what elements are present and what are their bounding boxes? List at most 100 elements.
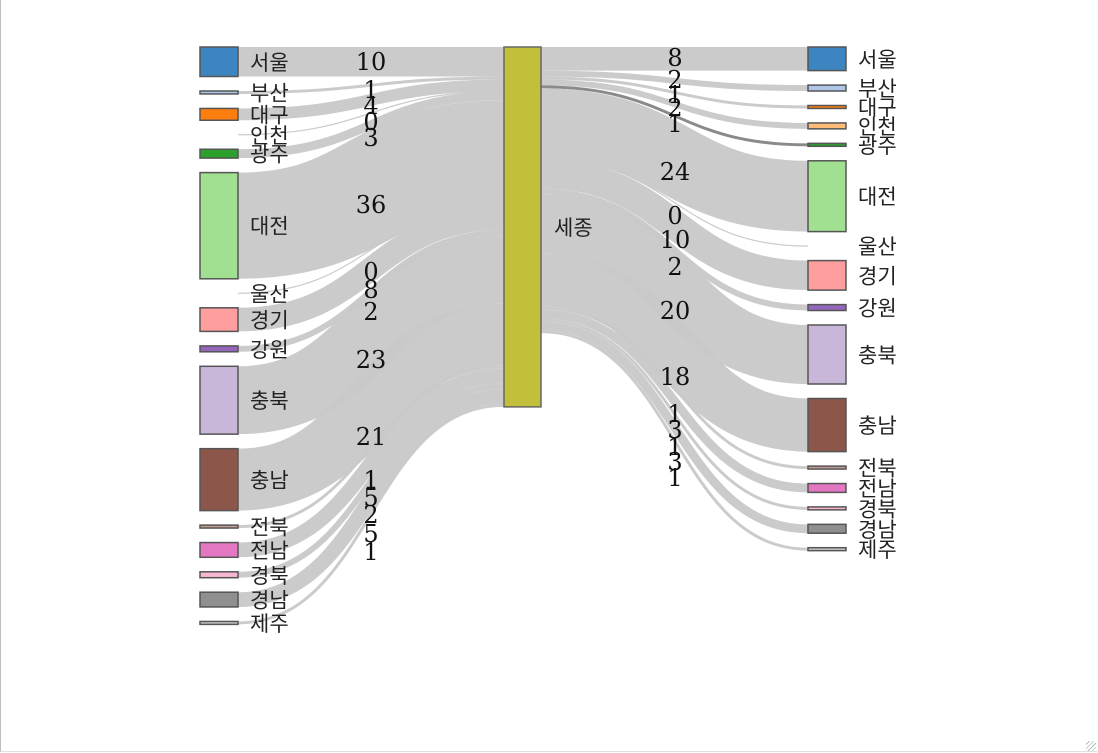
resize-grip[interactable]	[1086, 741, 1096, 751]
target-node-5[interactable]	[807, 160, 847, 233]
target-node-1[interactable]	[807, 84, 847, 92]
target-label-5: 대전	[858, 185, 897, 209]
source-value-7: 8	[363, 276, 378, 304]
source-value-0: 10	[356, 48, 387, 76]
source-value-1: 1	[363, 76, 378, 104]
target-value-7: 10	[660, 226, 691, 254]
link-out-14[interactable]	[540, 321, 809, 534]
link-out-5[interactable]	[540, 88, 809, 232]
target-label-10: 충남	[858, 414, 897, 438]
target-value-8: 2	[667, 253, 682, 281]
source-label-13: 경북	[250, 564, 289, 588]
target-label-15: 제주	[858, 538, 897, 562]
target-value-6: 0	[667, 202, 682, 230]
link-out-11[interactable]	[540, 306, 809, 470]
link-in-14[interactable]	[237, 389, 505, 607]
link-out-10[interactable]	[539, 253, 810, 452]
target-value-10: 18	[660, 363, 691, 391]
target-node-12[interactable]	[807, 482, 847, 494]
source-label-10: 충남	[250, 469, 289, 493]
source-label-8: 강원	[250, 338, 289, 362]
link-out-13[interactable]	[540, 318, 809, 510]
source-node-10[interactable]	[199, 447, 239, 512]
source-value-4: 3	[363, 124, 378, 152]
link-out-2[interactable]	[540, 76, 809, 109]
target-node-10[interactable]	[807, 397, 847, 453]
link-in-11[interactable]	[237, 365, 505, 529]
target-node-13[interactable]	[807, 506, 847, 511]
source-value-3: 0	[363, 108, 378, 136]
target-node-15[interactable]	[807, 546, 847, 552]
target-label-11: 전북	[858, 457, 897, 481]
target-value-5: 24	[660, 158, 691, 186]
source-node-13[interactable]	[199, 571, 239, 579]
link-out-6[interactable]	[540, 158, 809, 247]
target-label-14: 경남	[858, 518, 897, 542]
source-node-14[interactable]	[199, 591, 239, 608]
link-in-2[interactable]	[237, 79, 505, 121]
source-node-2[interactable]	[199, 107, 239, 121]
source-label-11: 전북	[250, 516, 289, 540]
target-node-8[interactable]	[807, 303, 847, 312]
link-out-3[interactable]	[540, 79, 809, 129]
link-in-6[interactable]	[237, 205, 505, 294]
link-in-12[interactable]	[237, 368, 505, 558]
source-node-1[interactable]	[199, 90, 239, 95]
target-value-12: 3	[667, 416, 682, 444]
link-out-4[interactable]	[540, 85, 809, 147]
link-out-15[interactable]	[540, 330, 809, 551]
target-node-11[interactable]	[807, 465, 847, 470]
target-label-12: 전남	[858, 477, 897, 501]
target-node-0[interactable]	[807, 46, 847, 72]
target-value-14: 3	[667, 448, 682, 476]
target-node-4[interactable]	[807, 142, 847, 148]
target-value-13: 1	[667, 433, 682, 461]
source-node-7[interactable]	[199, 307, 239, 333]
source-label-15: 제주	[250, 612, 289, 636]
target-node-9[interactable]	[807, 324, 847, 385]
link-in-10[interactable]	[236, 303, 506, 511]
source-node-0[interactable]	[199, 46, 239, 78]
source-label-0: 서울	[250, 51, 289, 75]
target-node-3[interactable]	[807, 122, 847, 130]
source-node-5[interactable]	[199, 171, 239, 280]
source-value-12: 5	[363, 484, 378, 512]
link-in-3[interactable]	[237, 90, 505, 136]
link-in-5[interactable]	[236, 100, 506, 279]
source-label-3: 인천	[250, 124, 289, 148]
source-node-12[interactable]	[199, 541, 239, 559]
link-in-7[interactable]	[237, 206, 505, 332]
target-label-4: 광주	[858, 134, 897, 158]
target-node-7[interactable]	[807, 259, 847, 291]
link-in-13[interactable]	[237, 383, 505, 578]
target-label-6: 울산	[858, 235, 897, 259]
source-value-8: 2	[363, 298, 378, 326]
link-out-7[interactable]	[540, 159, 809, 291]
link-in-9[interactable]	[236, 235, 506, 435]
link-out-1[interactable]	[540, 70, 809, 91]
source-node-9[interactable]	[199, 365, 239, 435]
source-label-4: 광주	[250, 143, 289, 167]
target-label-2: 대구	[858, 96, 897, 120]
labels: 서울부산대구인천광주대전울산경기강원충북충남전북전남경북경남제주세종서울부산대구…	[250, 44, 897, 636]
target-value-9: 20	[660, 297, 691, 325]
link-in-1[interactable]	[237, 76, 505, 94]
source-label-1: 부산	[250, 81, 289, 105]
center-node[interactable]	[503, 46, 542, 408]
source-label-2: 대구	[250, 103, 289, 127]
source-node-4[interactable]	[199, 148, 239, 159]
link-in-4[interactable]	[237, 91, 505, 159]
link-out-9[interactable]	[539, 194, 810, 384]
target-node-14[interactable]	[807, 523, 847, 534]
source-value-5: 36	[356, 191, 387, 219]
target-node-2[interactable]	[807, 104, 847, 110]
target-value-0: 8	[667, 44, 682, 72]
source-label-7: 경기	[250, 309, 289, 333]
source-node-11[interactable]	[199, 524, 239, 529]
target-value-1: 2	[667, 66, 682, 94]
source-node-15[interactable]	[199, 620, 239, 626]
link-out-12[interactable]	[540, 309, 809, 493]
link-in-15[interactable]	[237, 403, 505, 625]
source-node-8[interactable]	[199, 345, 239, 353]
